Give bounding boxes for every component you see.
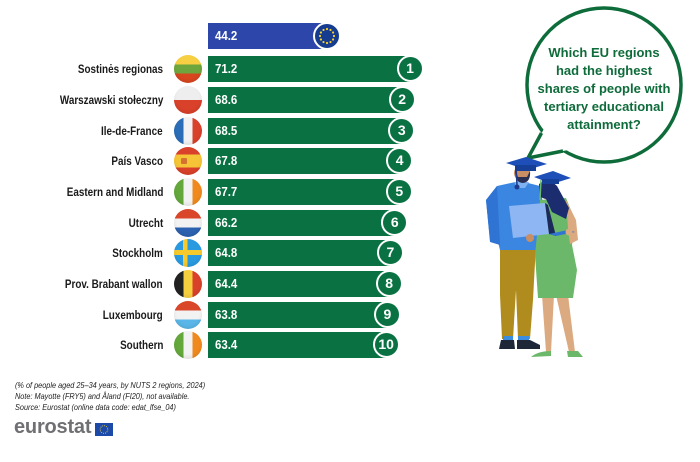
- chart-row: Utrecht 66.2 6: [0, 208, 470, 238]
- region-bar: 68.5 3: [208, 117, 416, 144]
- region-label: Eastern and Midland: [66, 187, 163, 199]
- region-bar: 67.8 4: [208, 147, 414, 174]
- region-bar: 63.4 10: [208, 331, 400, 358]
- region-label: Utrecht: [128, 218, 163, 230]
- title-line: Which EU regions: [548, 45, 660, 60]
- region-bar: 64.8 7: [208, 239, 404, 266]
- lithuania-flag-icon: [174, 55, 202, 83]
- bar-value: 71.2: [215, 61, 238, 76]
- region-label: Stockholm: [112, 248, 163, 260]
- title-line: tertiary educational: [544, 99, 664, 114]
- title-line: had the highest: [555, 63, 653, 78]
- eurostat-logo: eurostat: [14, 416, 92, 438]
- rank-badge: 6: [381, 209, 409, 236]
- bar-value: 66.2: [215, 215, 238, 230]
- poland-flag-icon: [174, 86, 202, 114]
- region-bar: 63.8 9: [208, 301, 401, 328]
- bar-value: 64.8: [215, 245, 238, 260]
- chart-row: Sostinės regionas 71.2 1: [0, 54, 470, 84]
- region-label: Warszawski stołeczny: [59, 95, 163, 107]
- source-note: Source: Eurostat (online data code: edat…: [15, 402, 176, 412]
- eu-bar-value: 44.2: [215, 28, 238, 43]
- eu-flag-icon: [95, 423, 113, 436]
- rank-badge: 2: [388, 86, 416, 113]
- footnotes: (% of people aged 25–34 years, by NUTS 2…: [15, 380, 315, 413]
- region-bar: 64.4 8: [208, 270, 403, 297]
- region-label: Luxembourg: [103, 310, 163, 322]
- bar-value: 68.5: [215, 123, 238, 138]
- eu-bar: 44.2: [208, 22, 341, 50]
- bar-value: 67.8: [215, 153, 238, 168]
- chart-row: Luxembourg 63.8 9: [0, 300, 470, 330]
- eu-flag-icon: [312, 22, 341, 50]
- bar-value: 67.7: [215, 184, 238, 199]
- bar-value: 64.4: [215, 276, 238, 291]
- region-bar: 71.2 1: [208, 55, 424, 82]
- title-line: attainment?: [567, 117, 641, 132]
- chart-row: Stockholm 64.8 7: [0, 238, 470, 268]
- region-label: Southern: [119, 340, 163, 352]
- bar-value: 68.6: [215, 92, 238, 107]
- rank-badge: 9: [373, 301, 401, 328]
- rank-badge: 8: [375, 270, 403, 297]
- belgium-flag-icon: [174, 270, 202, 298]
- region-label: Prov. Brabant wallon: [65, 279, 163, 291]
- region-bar: 66.2 6: [208, 209, 409, 236]
- chart-row: Warszawski stołeczny 68.6 2: [0, 85, 470, 115]
- graduates-illustration-icon: [486, 157, 583, 357]
- chart-row: Eastern and Midland 67.7 5: [0, 177, 470, 207]
- sweden-flag-icon: [174, 239, 202, 267]
- availability-note: Note: Mayotte (FRY5) and Åland (FI20), n…: [15, 391, 190, 401]
- rank-badge: 1: [396, 55, 424, 82]
- region-bar: 67.7 5: [208, 178, 413, 205]
- france-flag-icon: [174, 117, 202, 145]
- rank-badge: 10: [372, 331, 400, 358]
- rank-badge: 7: [376, 239, 404, 266]
- subtitle-note: (% of people aged 25–34 years, by NUTS 2…: [15, 380, 206, 390]
- region-label: Ile-de-France: [101, 126, 163, 138]
- rank-badge: 4: [386, 147, 414, 174]
- region-label: País Vasco: [111, 156, 163, 168]
- chart-row: Southern 63.4 10: [0, 330, 470, 360]
- rank-badge: 5: [385, 178, 413, 205]
- bar-value: 63.4: [215, 337, 238, 352]
- region-label: Sostinės regionas: [77, 64, 163, 76]
- title-line: shares of people with: [537, 81, 671, 96]
- chart-row: País Vasco 67.8 4: [0, 146, 470, 176]
- eu-reference-row: 44.2: [0, 21, 470, 51]
- ireland-flag-icon: [174, 178, 202, 206]
- spain-flag-icon: [174, 147, 202, 175]
- luxembourg-flag-icon: [174, 301, 202, 329]
- chart-row: Prov. Brabant wallon 64.4 8: [0, 269, 470, 299]
- chart-title: Which EU regions had the highest shares …: [529, 44, 679, 134]
- netherlands-flag-icon: [174, 209, 202, 237]
- rank-badge: 3: [388, 117, 416, 144]
- bar-value: 63.8: [215, 307, 238, 322]
- ireland-flag-icon: [174, 331, 202, 359]
- chart-row: Ile-de-France 68.5 3: [0, 116, 470, 146]
- region-bar: 68.6 2: [208, 86, 416, 113]
